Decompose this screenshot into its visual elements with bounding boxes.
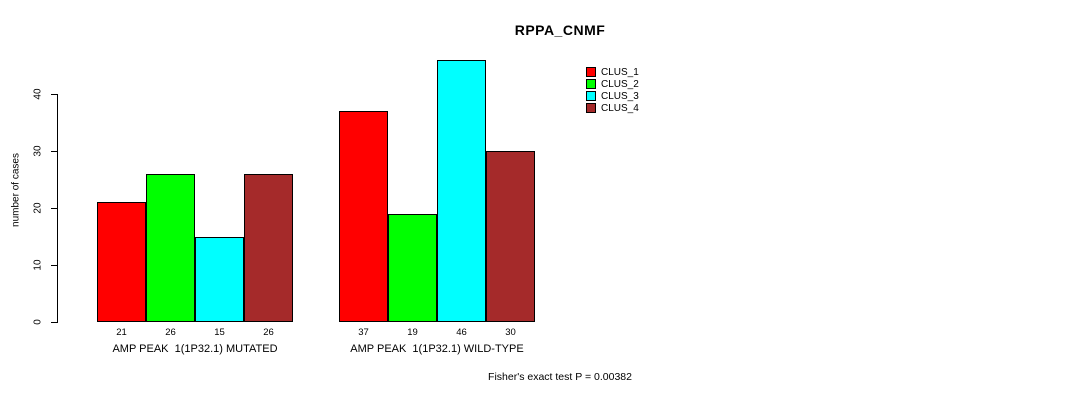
bar-value-label: 21 (116, 327, 127, 338)
bar (195, 236, 244, 322)
legend-item: CLUS_1 (586, 66, 639, 78)
bar (486, 151, 535, 322)
bar-value-label: 37 (358, 327, 369, 338)
bar (339, 111, 388, 322)
bar (437, 59, 486, 322)
chart-title: RPPA_CNMF (514, 22, 606, 38)
y-tick (51, 322, 57, 323)
bar (388, 213, 437, 322)
legend-item: CLUS_4 (586, 102, 639, 114)
bar (97, 202, 146, 322)
y-axis-line (57, 94, 58, 323)
bar-value-label: 15 (214, 327, 225, 338)
legend-item: CLUS_3 (586, 90, 639, 102)
bar-value-label: 19 (407, 327, 418, 338)
y-axis-title: number of cases (10, 153, 22, 227)
fisher-test-note: Fisher's exact test P = 0.00382 (488, 371, 632, 383)
bar-value-label: 46 (456, 327, 467, 338)
group-label: AMP PEAK 1(1P32.1) WILD-TYPE (350, 343, 524, 355)
legend: CLUS_1 CLUS_2 CLUS_3 CLUS_4 (586, 66, 639, 114)
legend-label: CLUS_1 (601, 66, 639, 78)
group-label: AMP PEAK 1(1P32.1) MUTATED (112, 343, 278, 355)
y-tick-label: 30 (32, 145, 44, 157)
bar-value-label: 30 (505, 327, 516, 338)
legend-item: CLUS_2 (586, 78, 639, 90)
legend-swatch (586, 103, 596, 113)
y-tick-label: 20 (32, 202, 44, 214)
y-tick-label: 40 (32, 88, 44, 100)
y-tick (51, 265, 57, 266)
legend-swatch (586, 79, 596, 89)
legend-swatch (586, 67, 596, 77)
legend-label: CLUS_3 (601, 90, 639, 102)
legend-label: CLUS_4 (601, 102, 639, 114)
bar (146, 173, 195, 322)
y-tick (51, 94, 57, 95)
y-tick-label: 0 (32, 319, 44, 325)
y-tick (51, 151, 57, 152)
y-tick-label: 10 (32, 259, 44, 271)
y-tick (51, 208, 57, 209)
legend-swatch (586, 91, 596, 101)
bar (244, 173, 293, 322)
bar-value-label: 26 (263, 327, 274, 338)
bar-value-label: 26 (165, 327, 176, 338)
legend-label: CLUS_2 (601, 78, 639, 90)
